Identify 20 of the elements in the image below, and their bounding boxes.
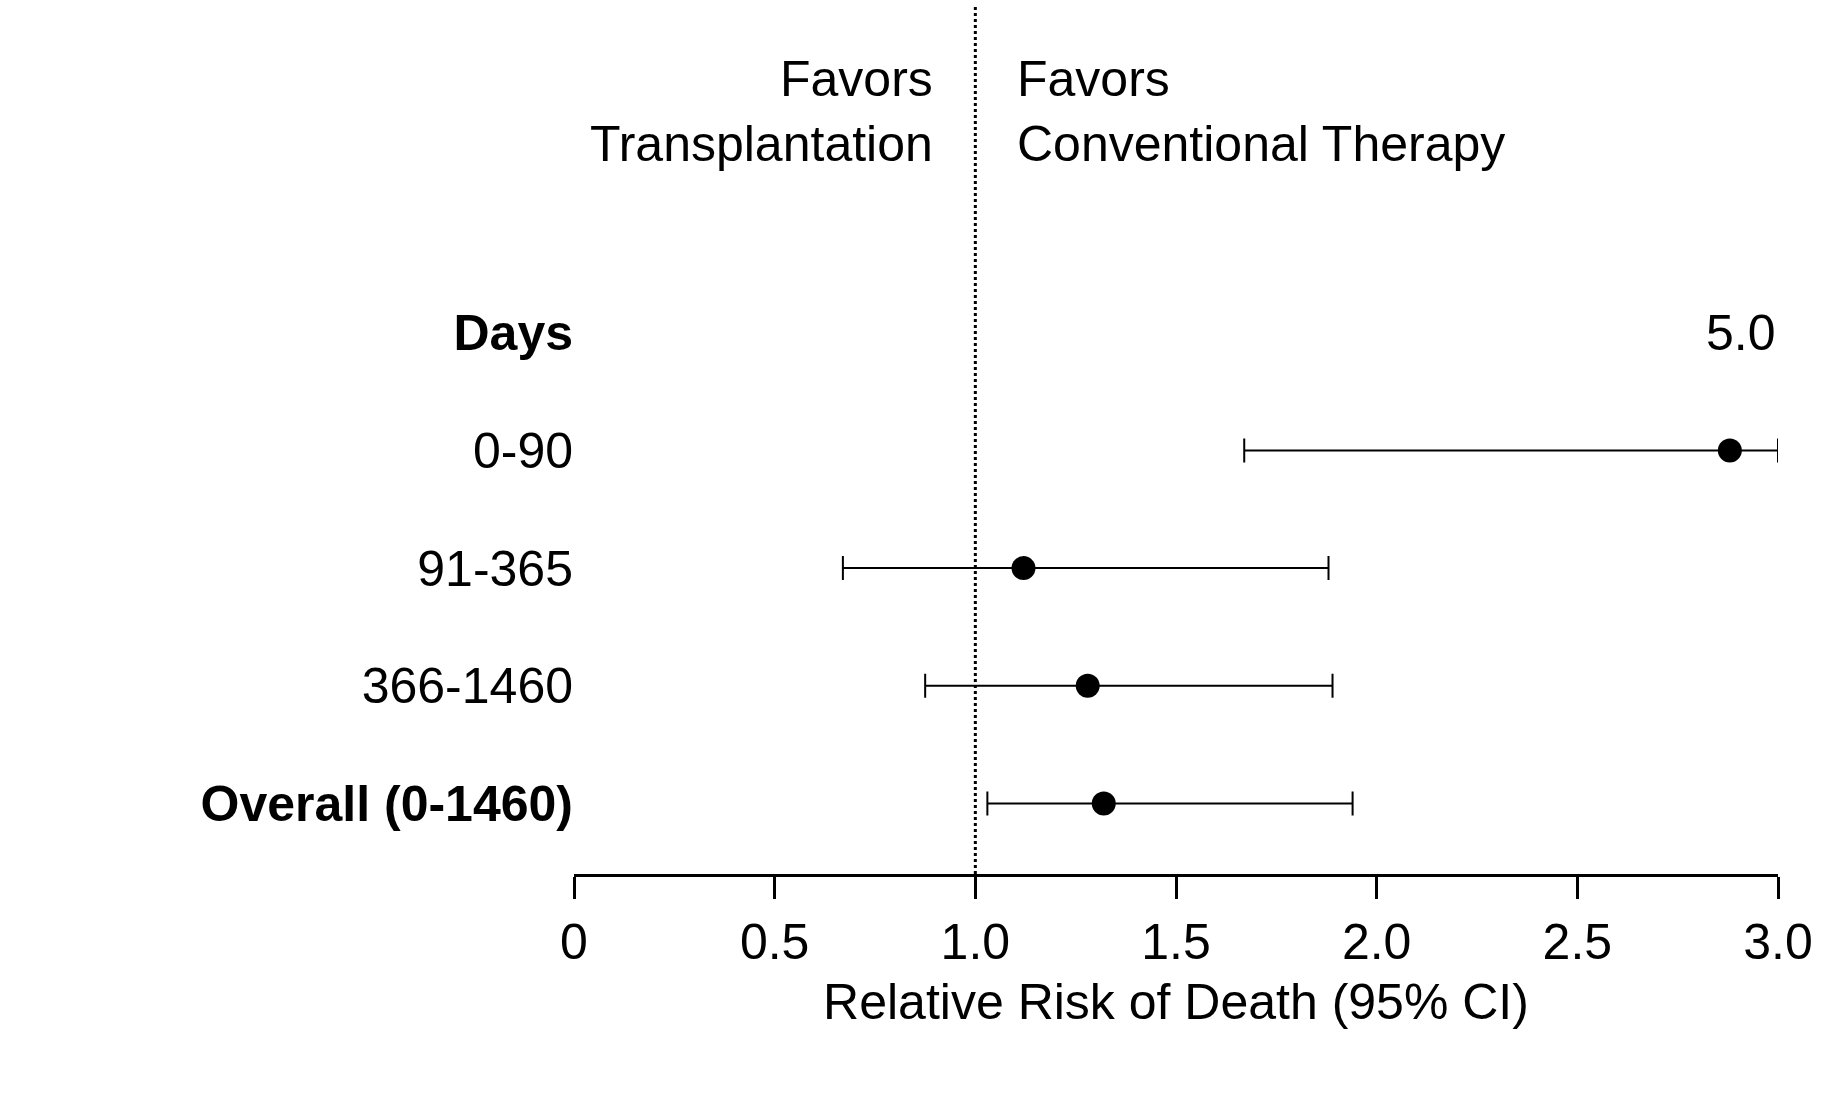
y-tick-label: 366-1460 [361, 658, 573, 715]
x-tick-label: 1.0 [940, 914, 1011, 970]
point [1091, 791, 1116, 816]
y-tick-label: Days [453, 305, 573, 362]
point [1717, 438, 1742, 463]
y-tick-label: 91-365 [417, 540, 573, 597]
x-tick-label: 2.0 [1341, 914, 1412, 970]
text: Favors Transplantation [590, 51, 933, 172]
y-tick-label: 0-90 [472, 422, 573, 479]
point [1075, 673, 1100, 698]
point [1011, 556, 1036, 581]
x-tick-label: 2.5 [1542, 914, 1613, 970]
x-tick-label: 1.5 [1141, 914, 1211, 970]
x-tick-label: 0 [560, 914, 588, 970]
y-tick-label: Overall (0-1460) [200, 775, 573, 832]
text: Favors Conventional Therapy [1017, 51, 1506, 172]
x-tick-label: 0.5 [739, 914, 810, 970]
x-axis-title: Relative Risk of Death (95% CI) [823, 973, 1529, 1030]
x-tick-label: 3.0 [1743, 914, 1813, 970]
annotation: 5.0 [1706, 305, 1776, 361]
